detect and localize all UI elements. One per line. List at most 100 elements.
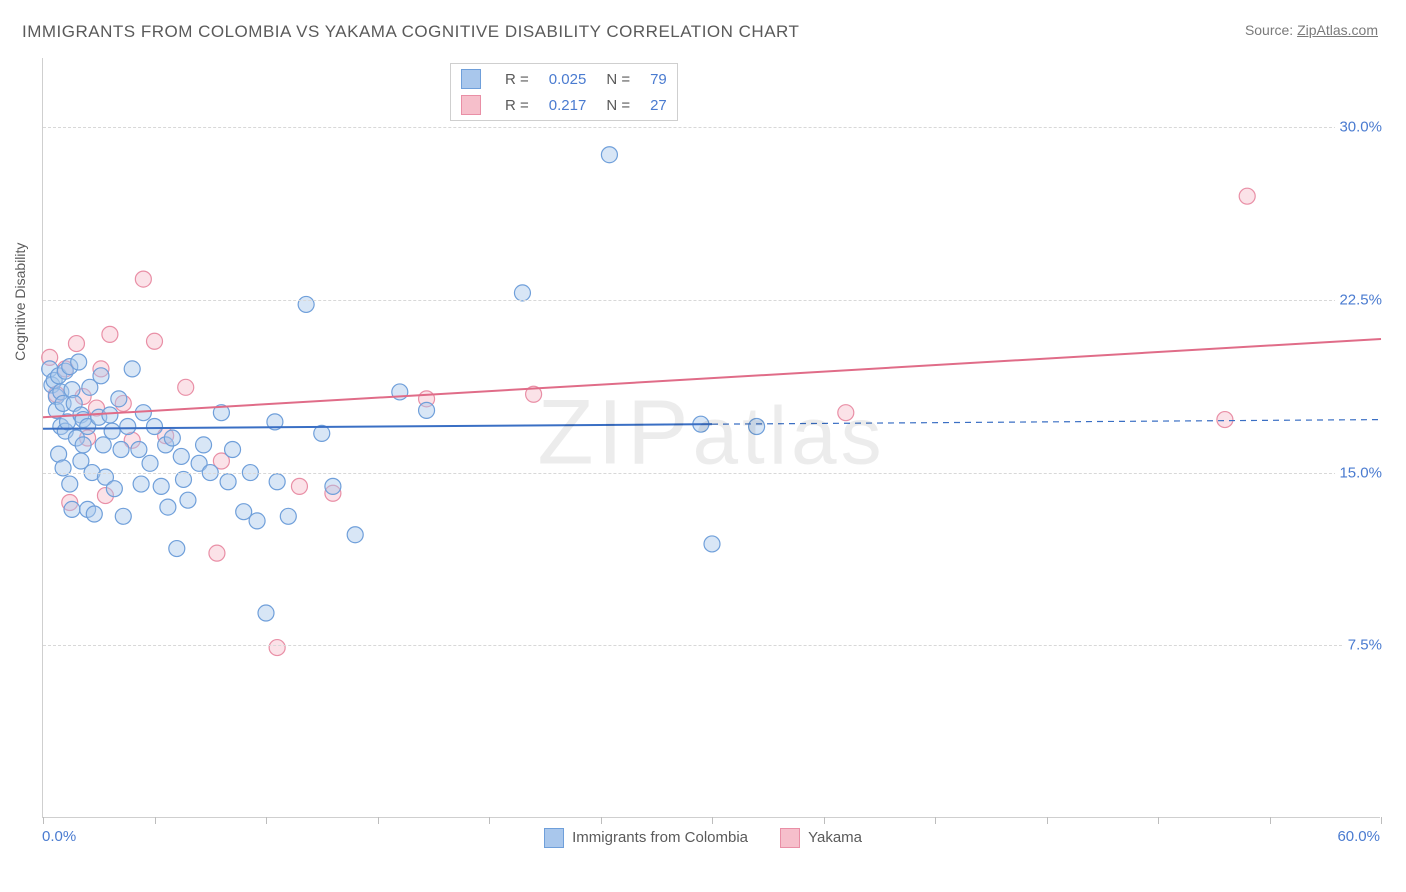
scatter-point [95,437,111,453]
scatter-point [120,418,136,434]
x-tick [1270,817,1271,824]
scatter-point [131,442,147,458]
legend-row-series-1: R =0.217 N =27 [451,92,677,118]
y-tick-label: 7.5% [1344,637,1382,654]
scatter-point [180,492,196,508]
scatter-point [749,418,765,434]
correlation-legend: R =0.025 N =79 R =0.217 N =27 [450,63,678,121]
scatter-point [1239,188,1255,204]
scatter-point [178,379,194,395]
scatter-point [209,545,225,561]
legend-swatch-0 [544,828,564,848]
legend-item-1: Yakama [780,828,862,848]
source-label: Source: [1245,22,1293,38]
y-tick-label: 30.0% [1335,119,1382,136]
source-attribution: Source: ZipAtlas.com [1245,22,1378,38]
x-tick [489,817,490,824]
x-tick [935,817,936,824]
scatter-point [102,407,118,423]
scatter-point [514,285,530,301]
scatter-point [64,501,80,517]
scatter-point [173,448,189,464]
legend-swatch-1 [780,828,800,848]
scatter-point [164,430,180,446]
scatter-point [111,391,127,407]
series-legend: Immigrants from Colombia Yakama [0,828,1406,848]
scatter-point [258,605,274,621]
scatter-point [93,368,109,384]
scatter-point [269,640,285,656]
regression-line-yakama [43,339,1381,417]
x-tick [1158,817,1159,824]
scatter-point [135,271,151,287]
x-tick [824,817,825,824]
x-tick [43,817,44,824]
scatter-point [142,455,158,471]
scatter-point [106,481,122,497]
scatter-point [160,499,176,515]
r-value-0: 0.025 [539,66,597,92]
scatter-point [325,478,341,494]
regression-line-colombia [43,424,712,429]
scatter-point [75,437,91,453]
scatter-point [280,508,296,524]
scatter-svg [43,58,1380,817]
scatter-point [115,508,131,524]
legend-label-1: Yakama [808,829,862,846]
scatter-point [62,476,78,492]
scatter-point [419,402,435,418]
x-tick [712,817,713,824]
plot-area: ZIPatlas 7.5%15.0%22.5%30.0% [42,58,1380,818]
x-tick [1381,817,1382,824]
scatter-point [113,442,129,458]
scatter-point [298,296,314,312]
scatter-point [220,474,236,490]
legend-row-series-0: R =0.025 N =79 [451,66,677,92]
scatter-point [102,326,118,342]
scatter-point [196,437,212,453]
scatter-point [225,442,241,458]
x-tick [266,817,267,824]
scatter-point [153,478,169,494]
scatter-point [71,354,87,370]
scatter-point [133,476,149,492]
y-axis-title: Cognitive Disability [12,243,28,361]
gridline [43,645,1382,646]
swatch-series-0 [461,69,481,89]
chart-title: IMMIGRANTS FROM COLOMBIA VS YAKAMA COGNI… [22,22,799,42]
x-tick [378,817,379,824]
scatter-point [291,478,307,494]
scatter-point [147,333,163,349]
r-value-1: 0.217 [539,92,597,118]
x-tick [1047,817,1048,824]
scatter-point [147,418,163,434]
legend-item-0: Immigrants from Colombia [544,828,748,848]
swatch-series-1 [461,95,481,115]
scatter-point [269,474,285,490]
y-tick-label: 15.0% [1335,464,1382,481]
n-value-0: 79 [640,66,677,92]
scatter-point [55,460,71,476]
scatter-point [86,506,102,522]
gridline [43,300,1382,301]
scatter-point [1217,412,1233,428]
scatter-point [601,147,617,163]
n-value-1: 27 [640,92,677,118]
scatter-point [104,423,120,439]
scatter-point [175,471,191,487]
gridline [43,127,1382,128]
scatter-point [347,527,363,543]
scatter-point [169,541,185,557]
regression-line-colombia-extrapolated [712,420,1381,425]
source-link[interactable]: ZipAtlas.com [1297,22,1378,38]
scatter-point [124,361,140,377]
y-tick-label: 22.5% [1335,291,1382,308]
scatter-point [249,513,265,529]
x-tick [155,817,156,824]
correlation-table: R =0.025 N =79 R =0.217 N =27 [451,66,677,118]
legend-label-0: Immigrants from Colombia [572,829,748,846]
gridline [43,473,1382,474]
scatter-point [68,336,84,352]
scatter-point [838,405,854,421]
x-tick [601,817,602,824]
